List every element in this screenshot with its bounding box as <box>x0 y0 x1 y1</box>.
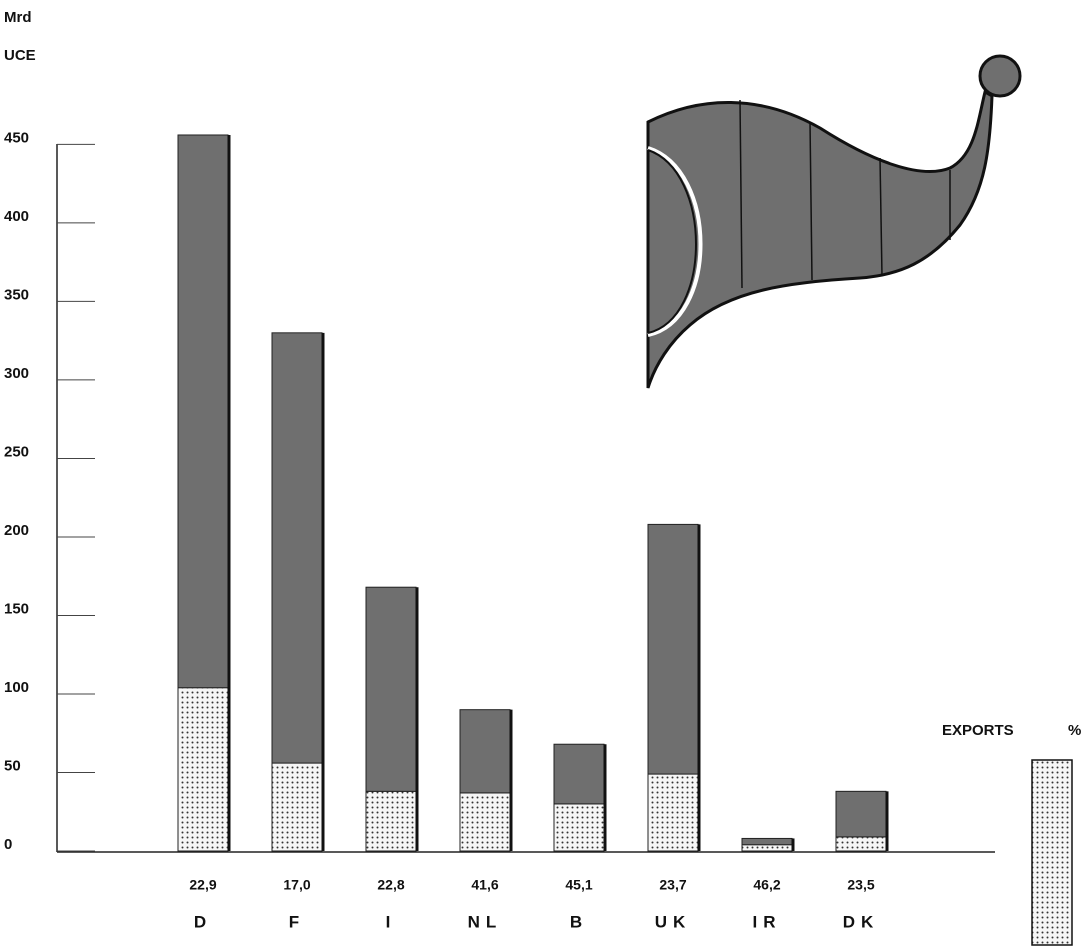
share-label: 22,9 <box>189 877 216 893</box>
export-segment <box>459 792 511 852</box>
x-tick-label: D <box>194 912 212 931</box>
bar-segment <box>835 790 887 838</box>
bar-segment <box>271 332 323 764</box>
bar-segment <box>177 134 229 689</box>
y-label: Mrd <box>4 9 32 26</box>
export-segment <box>271 762 323 852</box>
x-tick-label: IR <box>753 912 782 931</box>
y-tick-label: 200 <box>4 522 29 539</box>
x-tick-label: DK <box>843 912 880 931</box>
share-label: 17,0 <box>283 877 310 893</box>
y-tick-label: 50 <box>4 757 21 774</box>
y-tick-label: 400 <box>4 208 29 225</box>
y-tick-label: 100 <box>4 679 29 696</box>
y-tick-label: 300 <box>4 365 29 382</box>
decoration <box>646 54 1022 389</box>
x-tick-label: F <box>289 912 305 931</box>
y-tick-label: 350 <box>4 286 29 303</box>
export-segment <box>647 773 699 852</box>
share-label: 23,5 <box>847 877 874 893</box>
export-segment <box>177 687 229 852</box>
y-tick-label: 250 <box>4 443 29 460</box>
bar-segment <box>365 586 417 792</box>
y-tick-label: 450 <box>4 129 29 146</box>
bar-segment <box>459 709 511 794</box>
y-tick-label: 0 <box>4 836 12 853</box>
bar-segment <box>553 743 605 805</box>
share-label: 22,8 <box>377 877 404 893</box>
share-label: 45,1 <box>565 877 592 893</box>
share-label: 23,7 <box>659 877 686 893</box>
share-label: 46,2 <box>753 877 780 893</box>
x-tick-label: UK <box>655 912 692 931</box>
legend-swatch <box>1031 759 1073 946</box>
share-header: % <box>1068 722 1081 739</box>
export-segment <box>741 844 793 852</box>
x-tick-label: I <box>386 912 397 931</box>
export-segment <box>365 790 417 852</box>
legend-label: EXPORTS <box>942 722 1014 739</box>
x-tick-label: B <box>570 912 588 931</box>
y-label: UCE <box>4 47 36 64</box>
share-label: 41,6 <box>471 877 498 893</box>
bar-segment <box>647 523 699 775</box>
bar-segment <box>741 837 793 846</box>
x-tick-label: NL <box>468 912 503 931</box>
export-segment <box>553 803 605 852</box>
export-segment <box>835 836 887 852</box>
y-tick-label: 150 <box>4 600 29 617</box>
